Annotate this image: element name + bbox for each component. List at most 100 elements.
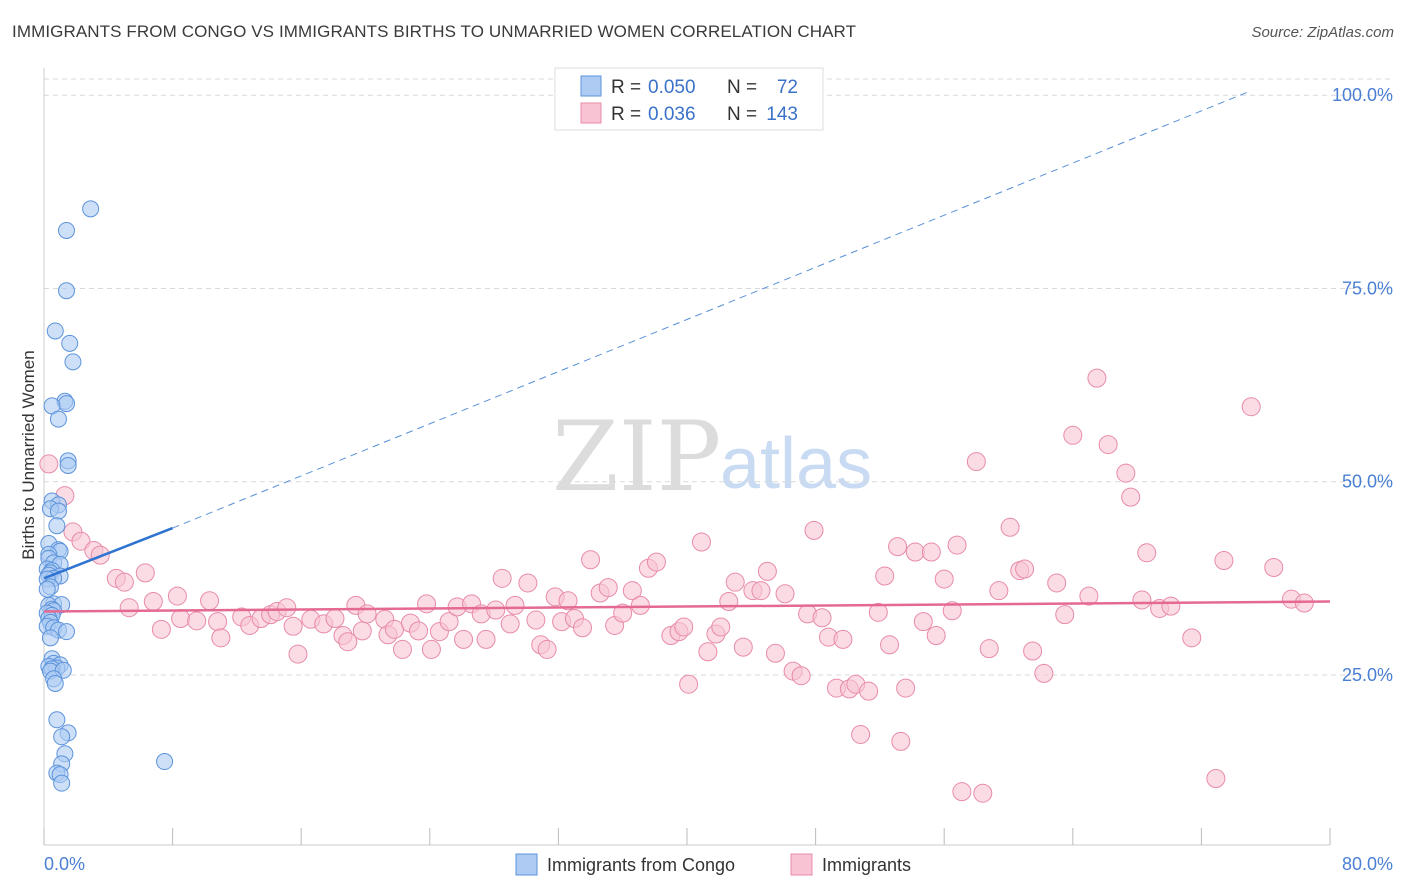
- immigrants-point: [926, 626, 946, 646]
- congo-point: [46, 674, 64, 692]
- watermark-atlas: atlas: [720, 424, 872, 504]
- x-tick-label-0: 0.0%: [44, 854, 85, 874]
- immigrants-point: [1034, 663, 1054, 683]
- immigrants-point: [679, 674, 699, 694]
- immigrants-point: [211, 628, 231, 648]
- immigrants-point: [711, 617, 731, 637]
- immigrants-point: [151, 619, 171, 639]
- y-tick-label-1: 50.0%: [1342, 472, 1393, 492]
- congo-point: [82, 200, 100, 218]
- chart-title: IMMIGRANTS FROM CONGO VS IMMIGRANTS BIRT…: [12, 22, 857, 41]
- congo-point: [156, 753, 174, 771]
- immigrants-point: [392, 639, 412, 659]
- immigrants-point: [896, 678, 916, 698]
- y-tick-label-2: 75.0%: [1342, 278, 1393, 298]
- immigrants-point: [421, 639, 441, 659]
- immigrants-point: [1132, 590, 1152, 610]
- immigrants-point: [733, 637, 753, 657]
- congo-point: [49, 410, 67, 428]
- legend-immigrants-r-value: 0.036: [648, 104, 696, 125]
- immigrants-point: [905, 542, 925, 562]
- immigrants-point: [476, 629, 496, 649]
- immigrants-point: [812, 608, 832, 628]
- immigrants-trend-line: [43, 600, 1331, 613]
- immigrants-point: [1063, 425, 1083, 445]
- immigrants-point: [966, 452, 986, 472]
- watermark-zip: ZIP: [552, 401, 721, 513]
- immigrants-point: [283, 616, 303, 636]
- y-tick-label-3: 100.0%: [1332, 85, 1393, 105]
- immigrants-point: [439, 612, 459, 632]
- immigrants-point: [947, 535, 967, 555]
- immigrants-point: [486, 600, 506, 620]
- immigrants-point: [357, 604, 377, 624]
- immigrants-point: [1015, 559, 1035, 579]
- congo-point: [48, 711, 66, 729]
- immigrants-point: [167, 586, 187, 606]
- immigrants-point: [1098, 435, 1118, 455]
- source-label: Source: ZipAtlas.com: [1251, 24, 1394, 41]
- immigrants-point: [518, 573, 538, 593]
- y-axis-title: Births to Unmarried Women: [19, 350, 38, 559]
- immigrants-point: [1047, 573, 1067, 593]
- immigrants-point: [492, 568, 512, 588]
- immigrants-point: [135, 563, 155, 583]
- x-tick-label-1: 80.0%: [1342, 854, 1393, 874]
- y-tick-labels: 25.0% 50.0% 75.0% 100.0%: [1332, 85, 1393, 685]
- immigrants-point: [646, 552, 666, 572]
- immigrants-point: [1023, 641, 1043, 661]
- legend-congo-swatch: [580, 75, 602, 97]
- legend-congo-n-value: 72: [777, 77, 798, 98]
- immigrants-point: [277, 598, 297, 618]
- immigrants-point: [581, 550, 601, 570]
- stats-legend: R = 0.050 N = 72 R = 0.036 N = 143: [554, 67, 824, 131]
- legend-immigrants-r-label: R =: [611, 104, 641, 125]
- immigrants-point: [1182, 628, 1202, 648]
- congo-point: [46, 322, 64, 340]
- immigrants-point: [613, 603, 633, 623]
- immigrants-point: [537, 639, 557, 659]
- congo-trend-line: [43, 526, 174, 580]
- immigrants-point: [622, 581, 642, 601]
- immigrants-point: [913, 612, 933, 632]
- congo-point: [53, 728, 71, 746]
- immigrants-point: [1241, 397, 1261, 417]
- congo-point: [58, 395, 76, 413]
- immigrants-point: [352, 621, 372, 641]
- grid: [44, 78, 1392, 676]
- immigrants-point: [288, 644, 308, 664]
- congo-point: [53, 774, 71, 792]
- congo-point: [58, 282, 76, 300]
- legend-immigrants-n-value: 143: [766, 104, 798, 125]
- legend-immigrants-n-label: N =: [727, 104, 757, 125]
- immigrants-point: [725, 572, 745, 592]
- immigrants-point: [934, 569, 954, 589]
- immigrants-point: [775, 584, 795, 604]
- immigrants-point: [1264, 557, 1284, 577]
- immigrants-point: [325, 609, 345, 629]
- series-legend-immigrants-swatch: [790, 853, 813, 876]
- immigrants-point: [384, 619, 404, 639]
- immigrants-point: [1079, 586, 1099, 606]
- series-legend: Immigrants from Congo Immigrants: [515, 853, 911, 876]
- immigrants-point: [558, 591, 578, 611]
- immigrants-point: [1206, 769, 1226, 789]
- immigrants-point: [765, 643, 785, 663]
- congo-point: [58, 221, 76, 239]
- immigrants-point: [1055, 605, 1075, 625]
- immigrants-point: [114, 572, 134, 592]
- immigrants-point: [804, 520, 824, 540]
- immigrants-point: [851, 724, 871, 744]
- congo-trend-dashed: [172, 90, 1250, 529]
- series-legend-immigrants-label: Immigrants: [822, 855, 911, 875]
- immigrants-point: [1116, 463, 1136, 483]
- immigrants-point: [39, 454, 59, 474]
- immigrants-point: [791, 666, 811, 686]
- immigrants-point: [921, 542, 941, 562]
- congo-point: [49, 502, 67, 520]
- series-legend-congo-label: Immigrants from Congo: [547, 855, 735, 875]
- immigrants-point: [187, 611, 207, 631]
- y-tick-label-0: 25.0%: [1342, 665, 1393, 685]
- legend-congo-r-label: R =: [611, 77, 641, 98]
